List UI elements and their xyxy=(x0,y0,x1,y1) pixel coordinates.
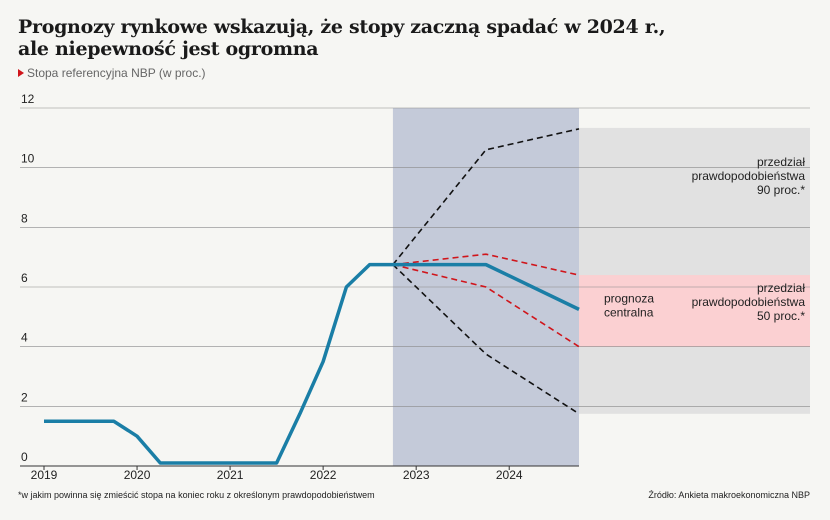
series-lines xyxy=(44,128,580,465)
y-tick-label-6: 6 xyxy=(21,271,28,285)
band-90-label-line-3: 90 proc.* xyxy=(757,183,805,197)
y-tick-label-0: 0 xyxy=(21,450,28,464)
band-50-label-line-2: prawdopodobieństwa xyxy=(692,295,806,309)
band-50-label-line-3: 50 proc.* xyxy=(757,309,805,323)
source-note: Źródło: Ankieta makroekonomiczna NBP xyxy=(648,490,810,500)
y-tick-labels: 0 2 4 6 8 10 12 xyxy=(21,92,35,464)
band-50-label-line-1: przedział xyxy=(757,281,805,295)
series-line-central xyxy=(44,262,580,465)
chart-title: Prognozy rynkowe wskazują, że stopy zacz… xyxy=(18,16,818,60)
series-line-dashed-red-4 xyxy=(392,263,580,348)
triangle-marker-icon xyxy=(18,69,24,77)
gridlines xyxy=(20,107,810,467)
y-tick-label-4: 4 xyxy=(21,331,28,345)
x-tick-labels: 2019 2020 2021 2022 2023 2024 xyxy=(31,466,523,482)
x-tick-label-2020: 2020 xyxy=(124,468,151,482)
x-tick-label-2021: 2021 xyxy=(217,468,244,482)
band-90-background xyxy=(579,127,810,414)
x-tick-label-2022: 2022 xyxy=(310,468,337,482)
annotation-central-line-2: centralna xyxy=(604,305,654,319)
series-line-dashed-black-1 xyxy=(392,128,580,266)
y-tick-label-10: 10 xyxy=(21,152,35,166)
y-tick-label-12: 12 xyxy=(21,92,35,106)
annotations: prognozacentralnaprzedziałprawdopodobień… xyxy=(604,155,805,323)
chart-title-line-1: Prognozy rynkowe wskazują, że stopy zacz… xyxy=(18,16,666,38)
series-line-dashed-black-2 xyxy=(392,264,580,415)
y-tick-label-8: 8 xyxy=(21,211,28,225)
chart-title-line-2: ale niepewność jest ogromna xyxy=(18,38,319,60)
chart-subtitle: Stopa referencyjna NBP (w proc.) xyxy=(18,66,206,80)
x-tick-label-2023: 2023 xyxy=(403,468,430,482)
x-tick-label-2019: 2019 xyxy=(31,468,58,482)
annotation-central-line-1: prognoza xyxy=(604,291,654,305)
band-90-label-line-1: przedział xyxy=(757,155,805,169)
y-tick-label-2: 2 xyxy=(21,390,28,404)
series-line-dashed-red-3 xyxy=(392,253,580,276)
footnote: *w jakim powinna się zmieścić stopa na k… xyxy=(18,490,375,500)
x-tick-label-2024: 2024 xyxy=(496,468,523,482)
chart-subtitle-text: Stopa referencyjna NBP (w proc.) xyxy=(27,66,206,80)
band-90-label-line-2: prawdopodobieństwa xyxy=(692,169,806,183)
